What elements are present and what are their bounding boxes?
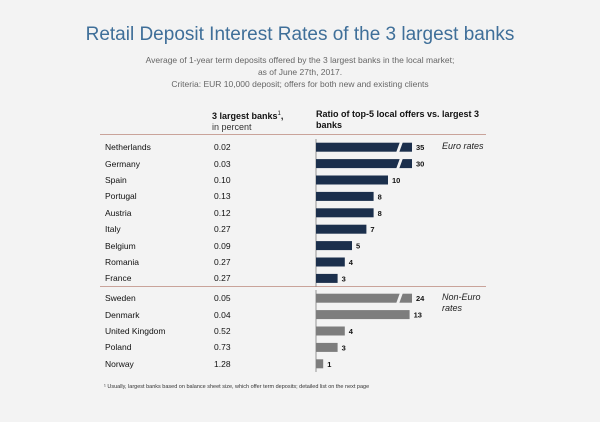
rate-value: 0.27 — [214, 224, 231, 235]
rate-value: 0.03 — [214, 158, 231, 169]
ratio-data-label: 7 — [370, 225, 374, 234]
rates-column-title: 3 largest banks — [212, 111, 278, 121]
ratio-data-label: 24 — [416, 294, 425, 303]
ratio-bar — [316, 342, 338, 352]
axis-break-mark — [396, 292, 403, 304]
ratio-data-label: 4 — [349, 327, 354, 336]
country-label: Germany — [105, 158, 140, 169]
country-label: Italy — [105, 224, 121, 235]
axis-break-mark — [396, 141, 403, 153]
rate-value: 0.02 — [214, 142, 231, 153]
rate-value: 0.04 — [214, 309, 231, 320]
rate-value: 0.13 — [214, 191, 231, 202]
country-label: Spain — [105, 175, 127, 185]
rate-value: 0.09 — [214, 240, 231, 251]
country-label: Austria — [105, 207, 132, 218]
ratio-data-label: 8 — [378, 192, 382, 201]
ratio-column-header: Ratio of top-5 local offers vs. largest … — [316, 109, 479, 131]
rate-value: 0.10 — [214, 175, 231, 185]
ratio-data-label: 5 — [356, 242, 360, 251]
ratio-data-label: 13 — [414, 311, 422, 320]
ratio-data-label: 3 — [342, 274, 346, 283]
ratio-data-label: 4 — [349, 258, 354, 267]
rate-value: 0.05 — [214, 293, 231, 304]
header-separator — [100, 134, 486, 135]
noneuro-note-line2: rates — [442, 303, 463, 313]
chart-title: Retail Deposit Interest Rates of the 3 l… — [85, 24, 515, 45]
ratio-bar — [316, 293, 412, 303]
ratio-bar — [316, 310, 410, 320]
rate-value: 0.73 — [214, 342, 231, 353]
ratio-bar — [316, 224, 367, 234]
rate-value: 0.27 — [214, 273, 231, 284]
rates-column-header: 3 largest banks1, in percent — [212, 111, 284, 132]
noneuro-rates-note: Non-Euro rates — [442, 292, 481, 314]
ratio-data-label: 30 — [416, 160, 424, 169]
ratio-bar — [316, 359, 324, 369]
axis-break-mark — [396, 158, 403, 170]
subtitle-line-1: Average of 1-year term deposits offered … — [145, 55, 455, 65]
ratio-data-label: 35 — [416, 143, 424, 152]
ratio-bar — [316, 241, 352, 251]
ratio-bar — [316, 326, 345, 336]
ratio-column-title-line2: banks — [316, 120, 343, 130]
country-label: Belgium — [105, 240, 136, 251]
rates-column-superscript: 1 — [277, 111, 281, 117]
ratio-bar — [316, 273, 338, 283]
rate-value: 0.52 — [214, 326, 231, 336]
country-label: United Kingdom — [105, 326, 166, 336]
group-separator — [100, 286, 486, 287]
country-label: France — [105, 273, 132, 284]
ratio-bar — [316, 191, 374, 201]
ratio-data-label: 8 — [378, 209, 382, 218]
ratio-column-title-line1: Ratio of top-5 local offers vs. largest … — [316, 109, 480, 119]
ratio-data-label: 1 — [327, 360, 331, 369]
subtitle-line-2: as of June 27th, 2017. — [257, 67, 343, 77]
rate-value: 0.12 — [214, 207, 231, 218]
subtitle-line-3: Criteria: EUR 10,000 deposit; offers for… — [171, 79, 429, 89]
ratio-bar — [316, 159, 412, 169]
country-label: Romania — [105, 257, 140, 267]
ratio-bar — [316, 175, 388, 185]
rates-column-unit: in percent — [212, 122, 252, 132]
country-label: Norway — [105, 358, 134, 369]
ratio-data-label: 10 — [392, 176, 400, 185]
ratio-bar — [316, 142, 412, 152]
country-label: Poland — [105, 342, 132, 353]
country-label: Denmark — [105, 309, 140, 320]
country-label: Portugal — [105, 191, 137, 202]
ratio-data-label: 3 — [342, 343, 346, 352]
country-label: Sweden — [105, 293, 136, 304]
noneuro-note-line1: Non-Euro — [442, 292, 481, 302]
euro-rates-note: Euro rates — [442, 141, 484, 151]
rate-value: 1.28 — [214, 358, 231, 369]
rate-value: 0.27 — [214, 257, 231, 267]
ratio-bar — [316, 208, 374, 218]
ratio-bar — [316, 257, 345, 267]
country-label: Netherlands — [105, 142, 151, 153]
footnote: ¹ Usually, largest banks based on balanc… — [104, 384, 370, 390]
